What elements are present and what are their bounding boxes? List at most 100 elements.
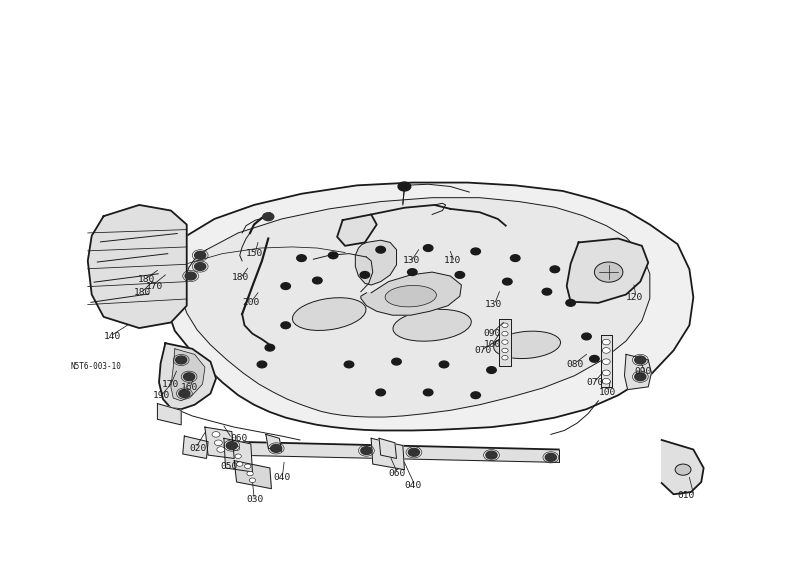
Text: 180: 180 — [138, 275, 155, 284]
Text: 100: 100 — [484, 341, 501, 350]
Circle shape — [603, 359, 611, 365]
Text: 070: 070 — [587, 378, 603, 387]
Circle shape — [392, 358, 401, 365]
Circle shape — [257, 361, 266, 368]
Circle shape — [297, 255, 306, 261]
Circle shape — [265, 344, 274, 351]
Circle shape — [603, 379, 611, 384]
Polygon shape — [337, 214, 377, 246]
Text: 060: 060 — [230, 434, 247, 443]
Circle shape — [194, 251, 205, 259]
Circle shape — [281, 283, 290, 289]
Polygon shape — [230, 442, 559, 462]
Ellipse shape — [385, 286, 436, 307]
Circle shape — [423, 389, 433, 396]
Ellipse shape — [393, 309, 471, 341]
Circle shape — [511, 255, 520, 261]
Circle shape — [471, 392, 481, 398]
Circle shape — [546, 453, 557, 461]
Polygon shape — [224, 438, 252, 472]
Text: 200: 200 — [242, 298, 259, 307]
Text: 180: 180 — [232, 273, 249, 282]
Polygon shape — [500, 319, 511, 366]
Circle shape — [603, 370, 611, 376]
Polygon shape — [182, 436, 208, 458]
Circle shape — [247, 471, 253, 476]
Circle shape — [408, 448, 419, 456]
Circle shape — [361, 447, 372, 454]
Circle shape — [471, 248, 481, 255]
Circle shape — [214, 440, 222, 445]
Circle shape — [502, 348, 508, 353]
Text: 060: 060 — [389, 469, 406, 478]
Text: 070: 070 — [474, 346, 492, 355]
Polygon shape — [170, 349, 205, 401]
Circle shape — [542, 288, 552, 295]
Circle shape — [194, 263, 205, 270]
Circle shape — [408, 269, 417, 275]
Circle shape — [178, 390, 190, 397]
Text: 190: 190 — [153, 390, 170, 400]
Polygon shape — [624, 355, 651, 390]
Circle shape — [376, 246, 385, 253]
Text: 140: 140 — [104, 332, 121, 341]
Circle shape — [603, 348, 611, 353]
Polygon shape — [163, 182, 693, 430]
Polygon shape — [88, 205, 186, 328]
Circle shape — [226, 442, 237, 449]
Polygon shape — [379, 438, 396, 458]
Circle shape — [262, 213, 274, 220]
Circle shape — [328, 252, 338, 259]
Circle shape — [502, 332, 508, 336]
Text: 150: 150 — [246, 249, 263, 258]
Text: 030: 030 — [246, 495, 263, 504]
Circle shape — [603, 339, 611, 345]
Circle shape — [281, 322, 290, 329]
Text: 130: 130 — [403, 256, 420, 265]
Circle shape — [398, 182, 411, 191]
Circle shape — [423, 245, 433, 251]
Text: 090: 090 — [634, 367, 651, 376]
Circle shape — [236, 462, 243, 466]
Text: 090: 090 — [484, 329, 501, 338]
Circle shape — [360, 272, 370, 278]
Polygon shape — [567, 238, 648, 303]
Text: 170: 170 — [146, 282, 163, 291]
Text: 100: 100 — [599, 388, 615, 397]
Circle shape — [244, 464, 251, 468]
Circle shape — [595, 262, 623, 282]
Polygon shape — [371, 438, 404, 470]
Text: 180: 180 — [134, 288, 151, 297]
Circle shape — [216, 447, 224, 452]
Circle shape — [249, 478, 255, 482]
Circle shape — [675, 464, 691, 475]
Text: 010: 010 — [677, 491, 695, 500]
Text: 040: 040 — [274, 473, 291, 482]
Circle shape — [270, 444, 282, 452]
Circle shape — [634, 356, 646, 364]
Circle shape — [486, 451, 497, 459]
Circle shape — [487, 367, 496, 374]
Circle shape — [312, 277, 322, 284]
Circle shape — [183, 373, 194, 381]
Circle shape — [566, 300, 576, 306]
Polygon shape — [234, 461, 271, 489]
Polygon shape — [661, 440, 703, 494]
Circle shape — [502, 356, 508, 360]
Circle shape — [590, 356, 600, 362]
Polygon shape — [159, 343, 216, 409]
Text: 160: 160 — [181, 384, 198, 393]
Circle shape — [502, 340, 508, 344]
Ellipse shape — [494, 331, 561, 358]
Ellipse shape — [293, 298, 366, 330]
Circle shape — [175, 356, 186, 364]
Polygon shape — [158, 403, 181, 425]
Polygon shape — [355, 240, 396, 285]
Circle shape — [233, 446, 239, 450]
Circle shape — [550, 266, 560, 273]
Circle shape — [634, 373, 646, 381]
Circle shape — [344, 361, 354, 368]
Polygon shape — [181, 197, 649, 417]
Text: 170: 170 — [163, 380, 179, 389]
Text: 110: 110 — [444, 256, 462, 265]
